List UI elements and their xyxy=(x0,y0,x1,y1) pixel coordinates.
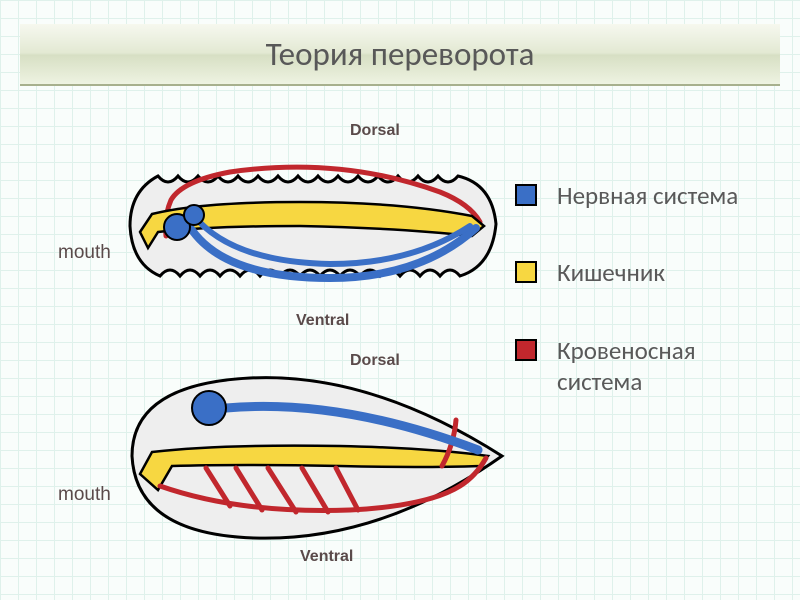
legend-label-nervous: Нервная система xyxy=(557,180,738,211)
page-title: Теория переворота xyxy=(266,34,535,74)
legend-item-blood: Кровеносная система xyxy=(515,335,770,398)
content-stage: Dorsal Ventral mouth Dorsal Ventral mout… xyxy=(0,100,800,600)
label-dorsal-1: Dorsal xyxy=(350,122,400,140)
legend-item-gut: Кишечник xyxy=(515,257,770,288)
organism-deuterostome xyxy=(132,378,502,539)
title-bar: Теория переворота xyxy=(20,24,780,86)
label-mouth-2: mouth xyxy=(58,484,111,506)
legend: Нервная система Кишечник Кровеносная сис… xyxy=(515,180,770,443)
swatch-gut xyxy=(515,261,537,283)
label-mouth-1: mouth xyxy=(58,242,111,264)
organism-protostome xyxy=(130,167,496,278)
label-dorsal-2: Dorsal xyxy=(350,352,400,370)
diagram: Dorsal Ventral mouth Dorsal Ventral mout… xyxy=(40,106,510,576)
legend-label-gut: Кишечник xyxy=(557,257,665,288)
swatch-blood xyxy=(515,339,537,361)
legend-label-blood: Кровеносная система xyxy=(557,335,770,398)
swatch-nervous xyxy=(515,184,537,206)
label-ventral-1: Ventral xyxy=(296,312,349,330)
label-ventral-2: Ventral xyxy=(300,548,353,566)
legend-item-nervous: Нервная система xyxy=(515,180,770,211)
